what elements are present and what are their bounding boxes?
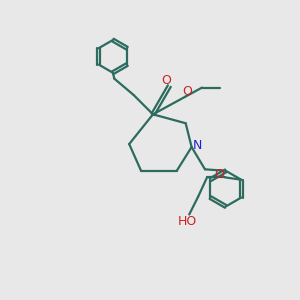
Text: O: O [214, 168, 224, 181]
Text: HO: HO [178, 214, 197, 227]
Text: N: N [192, 139, 202, 152]
Text: O: O [161, 74, 171, 87]
Text: O: O [182, 85, 192, 98]
